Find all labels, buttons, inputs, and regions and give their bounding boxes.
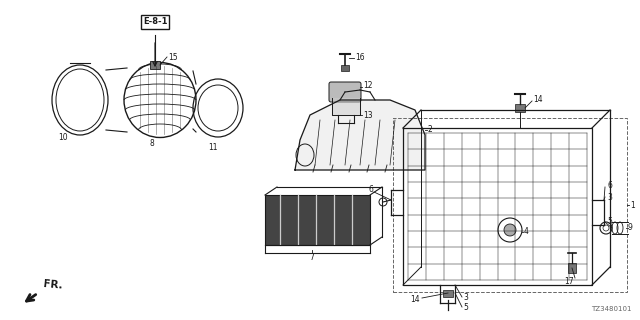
Bar — [341, 65, 349, 71]
Text: 5: 5 — [607, 218, 612, 227]
Text: TZ3480101: TZ3480101 — [591, 306, 632, 312]
Text: 10: 10 — [58, 132, 68, 141]
Bar — [393, 118, 627, 292]
Text: E-8-1: E-8-1 — [143, 18, 167, 27]
Bar — [443, 290, 453, 297]
Text: 16: 16 — [355, 53, 365, 62]
Bar — [150, 61, 160, 69]
Bar — [265, 195, 370, 245]
Text: 4: 4 — [524, 228, 529, 236]
Text: 13: 13 — [363, 110, 372, 119]
Text: 8: 8 — [150, 139, 154, 148]
FancyBboxPatch shape — [329, 82, 361, 102]
Text: 2: 2 — [428, 125, 433, 134]
Text: 7: 7 — [310, 253, 314, 262]
Text: 6: 6 — [607, 180, 612, 189]
Text: FR.: FR. — [43, 279, 63, 291]
Text: 3: 3 — [607, 193, 612, 202]
Text: 11: 11 — [208, 143, 218, 153]
Text: 9: 9 — [628, 223, 633, 233]
Text: 17: 17 — [564, 277, 573, 286]
Polygon shape — [332, 98, 360, 115]
Circle shape — [504, 224, 516, 236]
Bar — [515, 104, 525, 112]
Bar — [568, 263, 576, 273]
Text: 12: 12 — [363, 81, 372, 90]
Text: 5: 5 — [463, 303, 468, 313]
Polygon shape — [295, 100, 425, 170]
Text: 6: 6 — [368, 186, 373, 195]
Text: 3: 3 — [463, 293, 468, 302]
Text: 14: 14 — [410, 295, 420, 305]
Text: 15: 15 — [168, 52, 178, 61]
Text: 1: 1 — [630, 201, 635, 210]
Text: 14: 14 — [533, 95, 543, 105]
